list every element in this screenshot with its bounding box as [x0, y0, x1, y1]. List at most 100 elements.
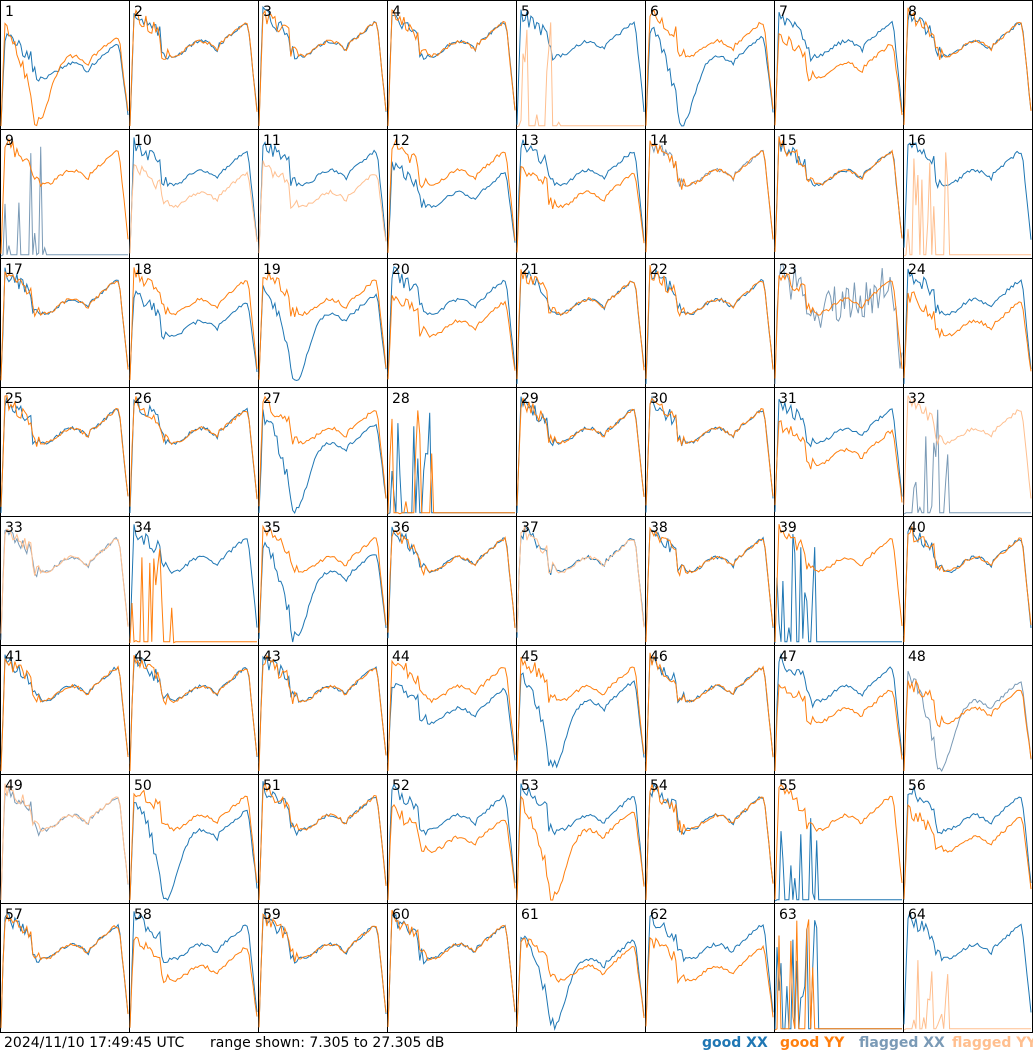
tile-number: 25 [5, 391, 23, 407]
tile-23: 23 [774, 258, 904, 388]
tile-number: 64 [908, 907, 926, 923]
tile-39: 39 [774, 516, 904, 646]
tile-18: 18 [129, 258, 259, 388]
tile-number: 43 [263, 649, 281, 665]
series-xx [774, 398, 903, 512]
series-yy [645, 265, 774, 379]
series-yy [903, 803, 1032, 900]
series-xx [774, 263, 903, 385]
tile-30: 30 [645, 387, 775, 517]
tile-number: 21 [521, 262, 539, 278]
series-yy [129, 654, 258, 772]
series-xx [0, 654, 129, 765]
tile-number: 49 [5, 778, 23, 794]
series-yy [0, 271, 129, 381]
series-xx [258, 5, 387, 126]
tile-22: 22 [645, 258, 775, 388]
series-yy [516, 22, 644, 128]
tile-5: 5 [516, 0, 646, 130]
tile-number: 53 [521, 778, 539, 794]
tile-number: 29 [521, 391, 539, 407]
series-yy [0, 528, 129, 634]
tile-61: 61 [516, 903, 646, 1033]
tile-number: 46 [650, 649, 668, 665]
tile-50: 50 [129, 774, 259, 904]
series-yy [645, 397, 774, 506]
series-xx [129, 290, 258, 376]
series-xx [0, 396, 129, 514]
series-yy [129, 163, 258, 254]
tile-11: 11 [258, 129, 388, 259]
tile-number: 57 [5, 907, 23, 923]
series-xx [129, 801, 258, 901]
tile-number: 58 [134, 907, 152, 923]
tile-36: 36 [387, 516, 517, 646]
tile-number: 8 [908, 4, 917, 20]
series-xx [0, 32, 129, 127]
series-yy [645, 526, 774, 643]
series-xx [0, 146, 128, 257]
tile-number: 34 [134, 520, 152, 536]
series-yy [258, 654, 387, 772]
series-yy [903, 679, 1032, 772]
tile-number: 23 [779, 262, 797, 278]
series-xx [903, 786, 1032, 900]
series-yy [0, 138, 129, 254]
series-yy [0, 783, 129, 901]
series-xx [645, 653, 774, 762]
series-xx [645, 782, 774, 901]
tile-number: 36 [392, 520, 410, 536]
tile-28: 28 [387, 387, 517, 517]
series-xx [903, 268, 1032, 385]
series-yy [516, 525, 645, 633]
series-yy [387, 659, 516, 772]
series-xx [516, 783, 645, 901]
series-yy [387, 410, 515, 515]
tile-number: 55 [779, 778, 797, 794]
series-xx [516, 935, 645, 1031]
tile-number: 37 [521, 520, 539, 536]
range-label: range shown: 7.305 to 27.305 dB [210, 1035, 445, 1051]
series-yy [516, 269, 645, 380]
series-xx [129, 13, 258, 127]
tile-45: 45 [516, 645, 646, 775]
tile-3: 3 [258, 0, 388, 130]
tile-15: 15 [774, 129, 904, 259]
tile-13: 13 [516, 129, 646, 259]
tile-37: 37 [516, 516, 646, 646]
series-yy [903, 152, 1031, 257]
tile-32: 32 [903, 387, 1033, 517]
series-yy [387, 138, 516, 253]
series-yy [129, 789, 258, 901]
series-xx [258, 541, 387, 643]
tile-number: 1 [5, 4, 14, 20]
tile-57: 57 [0, 903, 130, 1033]
tile-number: 5 [521, 4, 530, 20]
series-yy [645, 140, 774, 253]
series-yy [774, 273, 903, 379]
tile-number: 33 [5, 520, 23, 536]
series-xx [387, 682, 516, 763]
tile-26: 26 [129, 387, 259, 517]
tile-10: 10 [129, 129, 259, 259]
tile-14: 14 [645, 129, 775, 259]
tile-frame [129, 0, 259, 130]
series-yy [516, 397, 645, 506]
tile-number: 50 [134, 778, 152, 794]
tile-1: 1 [0, 0, 130, 130]
tile-number: 27 [263, 391, 281, 407]
series-yy [258, 160, 387, 254]
series-xx [774, 533, 902, 644]
series-xx [129, 137, 258, 251]
tile-number: 60 [392, 907, 410, 923]
tile-number: 28 [392, 391, 410, 407]
tile-40: 40 [903, 516, 1033, 646]
tile-number: 24 [908, 262, 926, 278]
tile-number: 6 [650, 4, 659, 20]
series-yy [387, 9, 516, 127]
tile-number: 59 [263, 907, 281, 923]
tile-number: 30 [650, 391, 668, 407]
tile-number: 2 [134, 4, 143, 20]
tile-number: 10 [134, 133, 152, 149]
series-xx [129, 911, 258, 1028]
